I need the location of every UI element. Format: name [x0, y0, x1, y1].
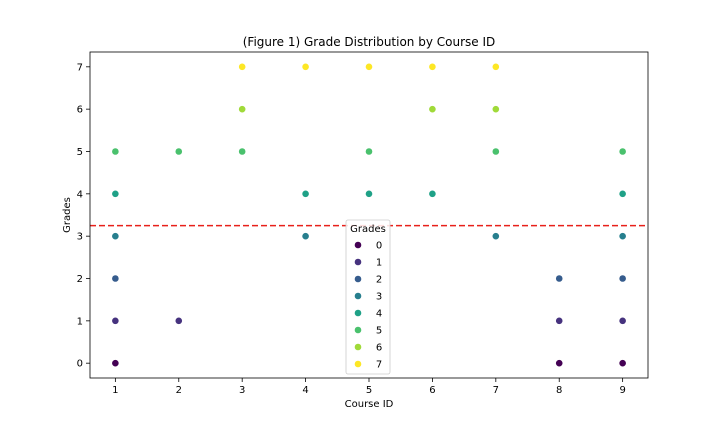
data-point: [492, 148, 500, 155]
data-point: [619, 232, 626, 240]
y-axis: 0 1 2 3 4 5 6 7: [77, 62, 90, 370]
legend-marker: [354, 275, 362, 283]
x-tick-label: 1: [112, 385, 118, 396]
legend-entry-label: 2: [376, 275, 382, 286]
x-tick-label: 4: [302, 385, 308, 396]
x-tick-label: 8: [556, 385, 562, 396]
data-point: [619, 148, 626, 155]
data-point: [619, 359, 626, 367]
y-tick-label: 7: [77, 62, 83, 73]
legend-marker: [354, 241, 362, 249]
y-tick-label: 1: [77, 316, 83, 327]
legend-box: [345, 219, 391, 375]
legend-marker: [354, 309, 362, 317]
x-axis: 1 2 3 4 5 6 7 8 9: [112, 378, 626, 396]
legend-entry-label: 6: [376, 343, 382, 354]
data-point: [429, 190, 436, 198]
data-point: [302, 190, 309, 198]
y-tick-label: 4: [77, 189, 83, 200]
data-point: [555, 317, 563, 325]
legend-marker: [354, 292, 362, 300]
data-point: [365, 148, 373, 155]
data-point: [555, 275, 563, 282]
legend-marker: [354, 343, 362, 351]
data-point: [302, 63, 309, 71]
data-point: [365, 63, 373, 71]
legend-entry-label: 7: [376, 360, 382, 371]
data-point: [619, 275, 626, 282]
y-axis-label: Grades: [62, 197, 73, 233]
data-point: [175, 317, 183, 325]
data-point: [112, 359, 119, 367]
legend-entry-label: 0: [376, 241, 382, 252]
data-point: [112, 232, 119, 240]
legend-marker: [354, 326, 362, 334]
data-point: [112, 317, 119, 325]
legend-entry-label: 5: [376, 326, 382, 337]
data-point: [175, 148, 183, 155]
data-point: [429, 105, 436, 113]
y-tick-label: 5: [77, 147, 83, 158]
x-tick-label: 9: [619, 385, 625, 396]
x-tick-label: 3: [239, 385, 245, 396]
data-point: [112, 148, 119, 155]
legend-entry-label: 1: [376, 258, 382, 269]
data-point: [302, 232, 309, 240]
y-tick-label: 0: [77, 359, 83, 370]
y-tick-label: 2: [77, 274, 83, 285]
x-tick-label: 2: [176, 385, 182, 396]
legend-title: Grades: [350, 224, 386, 235]
x-tick-label: 6: [429, 385, 435, 396]
data-point: [238, 63, 246, 71]
data-point: [238, 148, 246, 155]
legend-marker: [354, 360, 362, 368]
x-axis-label: Course ID: [345, 399, 394, 410]
x-tick-label: 5: [366, 385, 372, 396]
data-point: [619, 190, 626, 198]
data-point: [238, 105, 246, 113]
y-tick-label: 3: [77, 232, 83, 243]
legend-marker: [354, 258, 362, 266]
data-point: [112, 275, 119, 282]
data-point: [492, 105, 500, 113]
data-point: [555, 359, 563, 367]
chart-title: (Figure 1) Grade Distribution by Course …: [243, 35, 496, 49]
data-point: [492, 63, 500, 71]
data-point: [492, 232, 500, 240]
y-tick-label: 6: [77, 105, 83, 116]
data-point: [619, 317, 626, 325]
data-point: [365, 190, 373, 198]
legend-entry-label: 3: [376, 292, 382, 303]
data-point: [429, 63, 436, 71]
data-point: [112, 190, 119, 198]
legend-entry-label: 4: [376, 309, 382, 320]
x-tick-label: 7: [493, 385, 499, 396]
legend: Grades 0 1 2 3 4 5 6 7: [345, 219, 391, 375]
